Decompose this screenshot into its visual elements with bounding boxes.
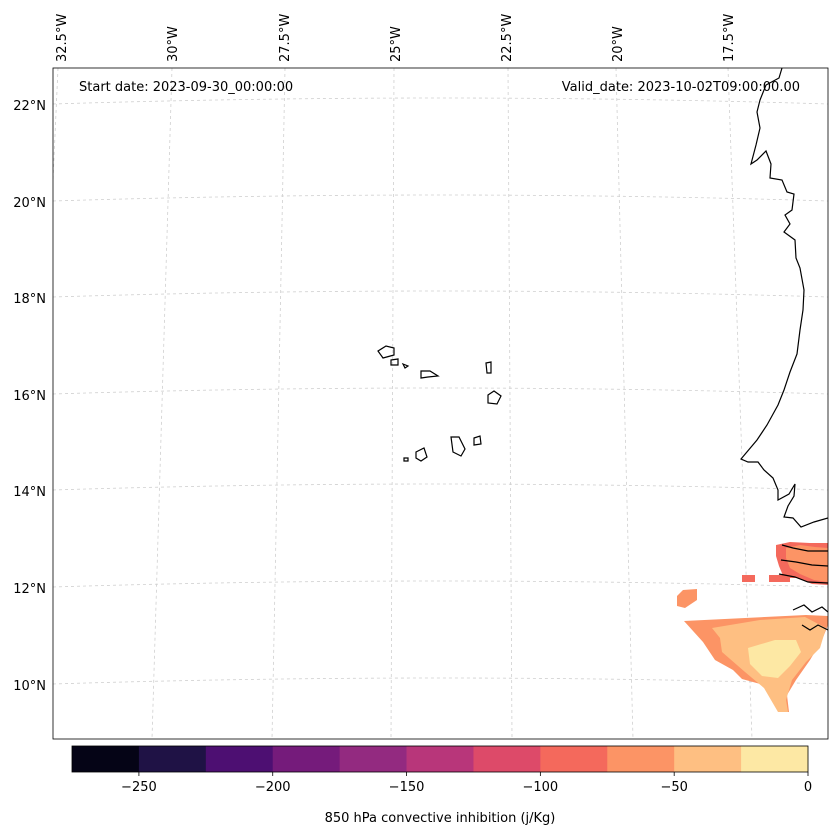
parallel-22n xyxy=(53,97,828,105)
parallel-20n xyxy=(53,194,828,202)
cin-contour-strip-west xyxy=(742,575,755,582)
coastline-gambia-river xyxy=(781,544,828,552)
lon-label-27-5w: 27.5°W xyxy=(278,14,293,62)
meridian-27-5w xyxy=(271,68,286,739)
lat-label-16n: 16°N xyxy=(13,389,46,404)
lon-label-25w: 25°W xyxy=(389,26,404,62)
coastline-casamance xyxy=(778,573,828,584)
lat-label-14n: 14°N xyxy=(13,485,46,500)
meridian-20w xyxy=(615,68,634,739)
parallel-10n xyxy=(53,677,828,685)
island-santo-antao xyxy=(377,345,395,359)
colorbar-tick-label: −250 xyxy=(121,780,157,795)
lon-label-17-5w: 17.5°W xyxy=(722,14,737,62)
cin-field xyxy=(677,542,828,712)
longitude-labels: 32.5°W 30°W 27.5°W 25°W 22.5°W 20°W 17.5… xyxy=(55,14,737,62)
colorbar-bin xyxy=(72,746,140,772)
valid-date-label: Valid_date: 2023-10-02T09:00:00.00 xyxy=(562,80,800,95)
lat-label-18n: 18°N xyxy=(13,292,46,307)
lat-label-12n: 12°N xyxy=(13,582,46,597)
colorbar-bin xyxy=(205,746,274,772)
coastlines xyxy=(377,68,828,631)
island-fogo xyxy=(415,447,428,462)
colorbar-bin xyxy=(272,746,341,772)
lon-label-22-5w: 22.5°W xyxy=(500,14,515,62)
island-sao-vicente xyxy=(390,358,399,366)
map-frame xyxy=(52,67,829,740)
start-date-label: Start date: 2023-09-30_00:00:00 xyxy=(79,80,293,95)
colorbar-bins xyxy=(72,746,809,772)
coastline-gambia-south xyxy=(780,559,828,567)
coastline-west-africa xyxy=(740,68,828,528)
island-sal xyxy=(485,361,492,374)
colorbar-bin xyxy=(406,746,474,772)
coastline-guinea-bissau xyxy=(792,604,828,613)
colorbar-tick-label: −100 xyxy=(523,780,559,795)
colorbar-tick-label: −200 xyxy=(255,780,291,795)
colorbar-label: 850 hPa convective inhibition (j/Kg) xyxy=(325,811,556,826)
lon-label-30w: 30°W xyxy=(166,26,181,62)
cin-contour-guinea-inner xyxy=(748,640,801,678)
colorbar-bin xyxy=(741,746,809,772)
parallel-14n xyxy=(53,483,828,491)
meridian-30w xyxy=(151,68,173,739)
colorbar-bin xyxy=(473,746,541,772)
colorbar-bin xyxy=(540,746,608,772)
coastline-guinea xyxy=(801,624,828,631)
colorbar-tick-label: −50 xyxy=(660,780,687,795)
colorbar: −250 −200 −150 −100 −50 0 850 hPa convective … xyxy=(71,745,812,826)
island-sao-nicolau xyxy=(420,370,440,379)
colorbar-bin xyxy=(607,746,675,772)
colorbar-ticks: −250 −200 −150 −100 −50 0 xyxy=(121,772,812,795)
parallel-16n xyxy=(53,387,828,395)
colorbar-bin xyxy=(339,746,407,772)
colorbar-bin xyxy=(138,746,207,772)
meridian-32-5w xyxy=(53,68,59,181)
island-santa-luzia xyxy=(401,362,410,369)
island-boa-vista xyxy=(487,390,502,405)
island-maio xyxy=(473,435,482,446)
cin-contour-strip-east xyxy=(769,575,790,582)
lat-label-20n: 20°N xyxy=(13,196,46,211)
parallel-18n xyxy=(53,290,828,298)
colorbar-bin xyxy=(674,746,742,772)
meridian-25w xyxy=(390,68,395,739)
latitude-labels: 22°N 20°N 18°N 16°N 14°N 12°N 10°N xyxy=(13,99,46,694)
lon-label-32-5w: 32.5°W xyxy=(55,14,70,62)
lat-label-22n: 22°N xyxy=(13,99,46,114)
colorbar-tick-label: 0 xyxy=(804,780,812,795)
lat-label-10n: 10°N xyxy=(13,679,46,694)
island-brava xyxy=(403,457,409,462)
colorbar-tick-label: −150 xyxy=(389,780,425,795)
map-panel[interactable] xyxy=(52,67,829,740)
lon-label-20w: 20°W xyxy=(611,26,626,62)
colorbar-frame xyxy=(71,745,809,773)
cin-contour-small-patch xyxy=(677,589,697,608)
meridian-22-5w xyxy=(507,68,513,739)
parallel-12n xyxy=(53,580,828,588)
island-santiago xyxy=(450,436,466,457)
